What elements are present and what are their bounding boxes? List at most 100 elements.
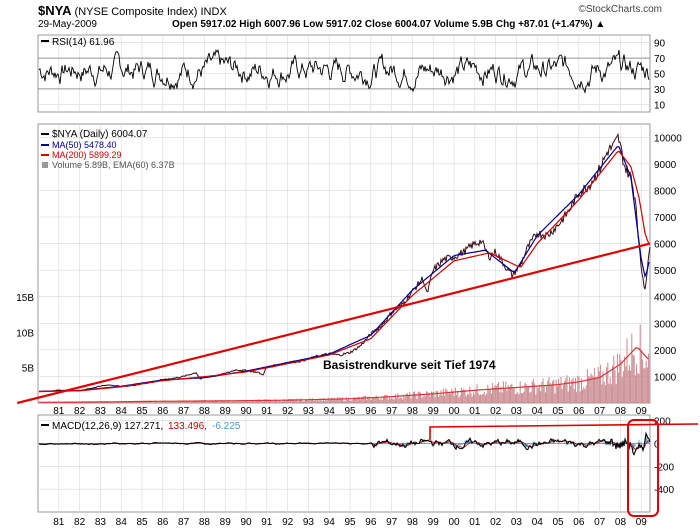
header-title: $NYA (NYSE Composite Index) INDX: [38, 3, 227, 18]
header-quote: Open 5917.02 High 6007.96 Low 5917.02 Cl…: [172, 19, 606, 30]
price-tick-label: 10000: [654, 133, 682, 144]
price-tick-label: 9000: [654, 160, 677, 171]
x-tick-label-bottom: 95: [344, 517, 356, 528]
macd-highlight-line: [429, 423, 699, 440]
macd-legend-signal: 133.496,: [168, 421, 207, 432]
x-tick-label: 09: [636, 406, 648, 417]
x-tick-label: 02: [490, 406, 502, 417]
rsi-tick-label: 30: [654, 85, 666, 96]
macd-highlight-box: [627, 419, 659, 517]
x-tick-label-bottom: 92: [282, 517, 294, 528]
macd-tick-label: -200: [654, 462, 674, 473]
x-tick-label: 87: [178, 406, 190, 417]
price-tick-label: 1000: [654, 372, 677, 383]
price-series: [16, 132, 651, 405]
x-tick-label: 00: [448, 406, 460, 417]
volume-tick-label: 5B: [22, 364, 35, 375]
x-tick-label-bottom: 91: [261, 517, 273, 528]
exchange: INDX: [200, 6, 227, 18]
macd-tick-label: 200: [654, 417, 671, 428]
brand: ©StockCharts.com: [578, 4, 662, 15]
x-tick-label: 86: [157, 406, 169, 417]
price-legend: $NYA (Daily) 6004.07 MA(50) 5478.40 MA(2…: [41, 129, 175, 170]
rsi-line: [38, 48, 650, 94]
volume-ema-line: [39, 347, 649, 403]
macd-line: [38, 431, 651, 456]
base-trend-line: [16, 242, 651, 405]
x-tick-label-bottom: 07: [594, 517, 606, 528]
x-tick-label-bottom: 85: [136, 517, 148, 528]
x-tick-label: 84: [116, 406, 128, 417]
volume-tick-label: 15B: [16, 293, 34, 304]
x-tick-label-bottom: 00: [448, 517, 460, 528]
legend-volume: Volume 5.89B, EMA(60) 6.37B: [52, 160, 175, 170]
x-tick-label: 90: [240, 406, 252, 417]
rsi-tick-label: 70: [654, 54, 666, 65]
x-tick-label-bottom: 06: [573, 517, 585, 528]
price-tick-label: 6000: [654, 240, 677, 251]
grid-lines: [38, 35, 650, 512]
x-tick-label: 01: [469, 406, 481, 417]
x-tick-label-bottom: 90: [240, 517, 252, 528]
rsi-legend: RSI(14) 61.96: [41, 37, 115, 48]
x-tick-label: 05: [552, 406, 564, 417]
macd-panel: [37, 414, 651, 513]
x-tick-label-bottom: 89: [220, 517, 232, 528]
x-tick-label: 07: [594, 406, 606, 417]
x-tick-label: 92: [282, 406, 294, 417]
x-tick-label: 85: [136, 406, 148, 417]
x-tick-label: 94: [324, 406, 336, 417]
x-tick-label: 81: [53, 406, 65, 417]
x-tick-label-bottom: 84: [116, 517, 128, 528]
x-tick-label: 99: [428, 406, 440, 417]
macd-tick-label: -400: [654, 485, 674, 496]
x-tick-label-bottom: 86: [157, 517, 169, 528]
x-tick-label: 89: [220, 406, 232, 417]
x-tick-label-bottom: 83: [95, 517, 107, 528]
volume-bars: [38, 324, 651, 403]
x-tick-label-bottom: 01: [469, 517, 481, 528]
rsi-series: [38, 48, 650, 94]
x-tick-label-bottom: 88: [199, 517, 211, 528]
price-tick-label: 8000: [654, 186, 677, 197]
x-tick-label-bottom: 05: [552, 517, 564, 528]
x-tick-label-bottom: 03: [511, 517, 523, 528]
price-panel: [37, 123, 651, 404]
price-tick-label: 4000: [654, 293, 677, 304]
index-name: (NYSE Composite Index): [74, 6, 198, 18]
ma200-line: [38, 150, 650, 393]
x-tick-label: 83: [95, 406, 107, 417]
legend-ma200: MA(200) 5899.29: [52, 150, 122, 160]
price-tick-label: 3000: [654, 319, 677, 330]
x-tick-label: 88: [199, 406, 211, 417]
x-tick-label: 96: [365, 406, 377, 417]
x-tick-label: 97: [386, 406, 398, 417]
ticker: $NYA: [38, 3, 72, 18]
x-tick-label-bottom: 99: [428, 517, 440, 528]
x-tick-label-bottom: 96: [365, 517, 377, 528]
x-tick-label-bottom: 09: [636, 517, 648, 528]
rsi-tick-label: 90: [654, 39, 666, 50]
legend-ma50: MA(50) 5478.40: [52, 140, 117, 150]
x-tick-label-bottom: 02: [490, 517, 502, 528]
macd-legend-text: MACD(12,26,9) 127.271,: [52, 421, 163, 432]
x-tick-label-bottom: 94: [324, 517, 336, 528]
macd-series: [38, 431, 651, 456]
x-tick-label: 98: [407, 406, 419, 417]
x-tick-label: 03: [511, 406, 523, 417]
x-tick-label-bottom: 87: [178, 517, 190, 528]
x-tick-label: 91: [261, 406, 273, 417]
legend-price: $NYA (Daily) 6004.07: [52, 129, 148, 140]
rsi-tick-label: 10: [654, 100, 666, 111]
x-tick-label: 82: [74, 406, 86, 417]
x-tick-label: 08: [615, 406, 627, 417]
x-tick-label-bottom: 97: [386, 517, 398, 528]
x-tick-label-bottom: 04: [532, 517, 544, 528]
rsi-tick-label: 50: [654, 70, 666, 81]
x-tick-label: 04: [532, 406, 544, 417]
price-tick-label: 2000: [654, 346, 677, 357]
macd-legend: MACD(12,26,9) 127.271, 133.496, -6.225: [41, 421, 241, 432]
x-tick-label: 95: [344, 406, 356, 417]
x-tick-label-bottom: 81: [53, 517, 65, 528]
x-tick-label: 93: [303, 406, 315, 417]
